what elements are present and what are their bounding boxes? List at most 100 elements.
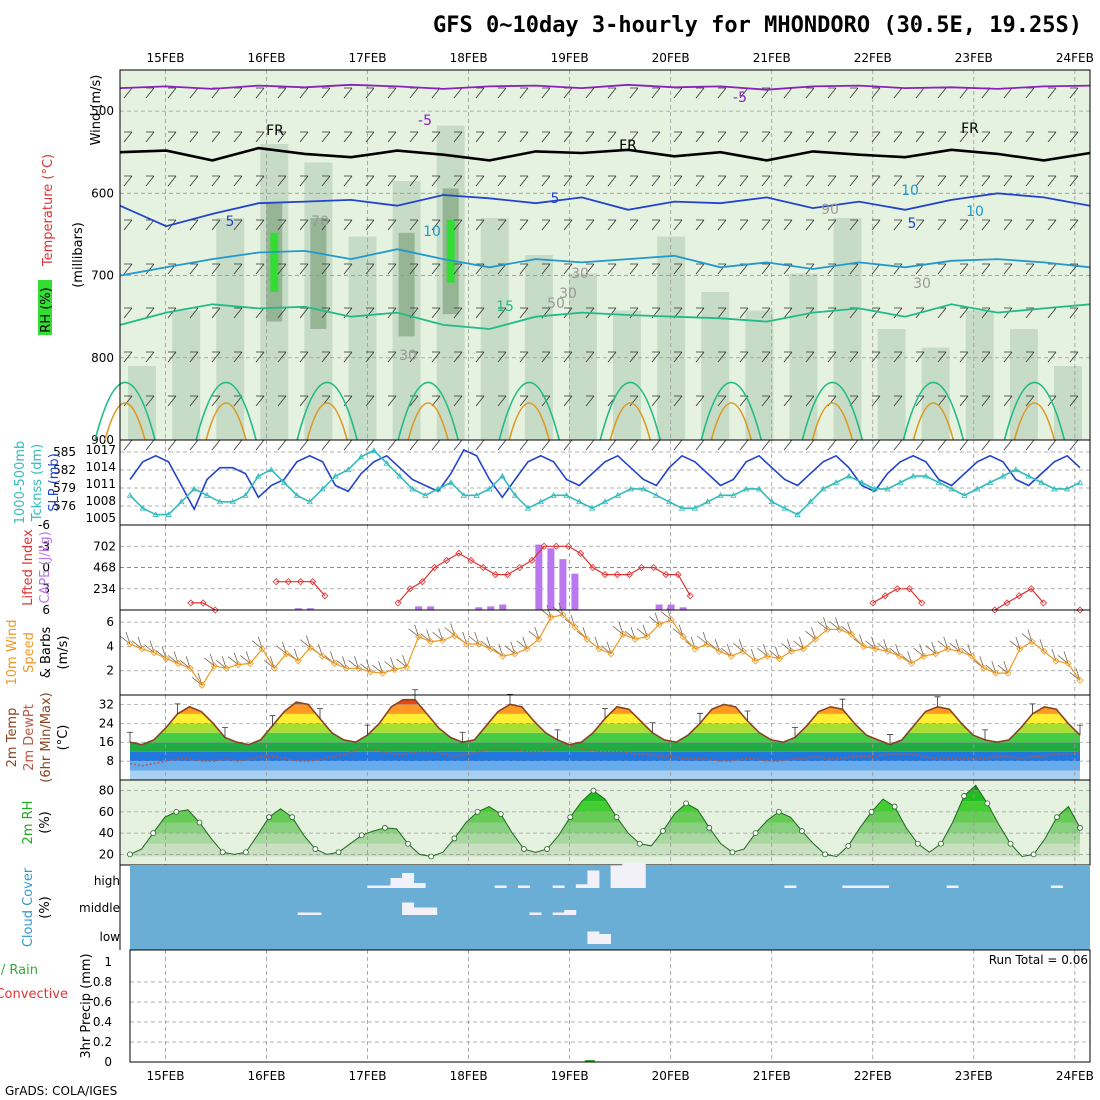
thickness-marker <box>383 459 390 466</box>
thickness-marker <box>1051 485 1058 492</box>
cloud-cell-high <box>402 873 415 888</box>
wind-barb <box>673 263 683 275</box>
wind-barb <box>211 439 221 451</box>
wind-barb <box>893 175 903 187</box>
rh-marker <box>683 800 689 807</box>
wind-barb <box>717 439 727 451</box>
wind-barb <box>629 263 639 275</box>
x-tick-label-bottom: 23FEB <box>955 1069 993 1083</box>
cloud-tick-label: low <box>100 930 121 944</box>
wind-barb <box>233 131 243 143</box>
wind-barb <box>299 131 309 143</box>
isotherm-25 <box>306 402 348 441</box>
wind-barb <box>1003 307 1013 319</box>
thickness-marker <box>974 485 981 492</box>
contour-label: 10 <box>423 224 441 240</box>
thickness-marker <box>511 492 519 498</box>
wind-barb <box>123 131 133 143</box>
wind-marker <box>1064 659 1072 667</box>
wind-barb <box>409 263 419 275</box>
cape-tick-label: 702 <box>93 539 116 553</box>
wind-barb <box>1069 219 1079 231</box>
minmax-whisker <box>1077 724 1083 736</box>
wind-barb <box>321 307 331 319</box>
wind-marker <box>679 633 687 641</box>
cloud-cell-middle <box>529 912 542 915</box>
x-tick-label-bottom: 17FEB <box>349 1069 387 1083</box>
wind-barb <box>277 395 287 407</box>
wind-marker <box>1040 647 1048 655</box>
wind-barb <box>585 263 595 275</box>
panel-temp2m: 32 24 16 8 2m Temp 2m DewPt (6hr Min/Max) (°C) <box>5 689 1091 783</box>
wind-barb <box>1069 439 1079 451</box>
slp-tick-label: 1005 <box>85 511 116 525</box>
wind-barb <box>365 131 375 143</box>
wind-barb <box>255 395 265 407</box>
wind-barb <box>717 263 727 275</box>
wind-barb <box>519 263 529 275</box>
panel-y-label: Cloud Cover <box>21 867 36 947</box>
wind-marker <box>1016 645 1024 653</box>
wind-barb <box>211 175 221 187</box>
wind-barb <box>453 351 463 363</box>
thickness-marker <box>755 485 763 492</box>
lifted-marker <box>991 606 999 614</box>
lifted-marker <box>552 542 560 550</box>
cape-bar <box>655 604 663 610</box>
minmax-whisker <box>744 710 751 721</box>
wind-barb <box>827 307 837 319</box>
wind-barb <box>651 175 661 187</box>
wind-barb <box>211 395 221 407</box>
rh-marker <box>961 793 968 799</box>
rh-column <box>877 329 906 440</box>
wind-barb <box>849 219 859 231</box>
wind-barb <box>849 131 859 143</box>
lifted-index-line <box>191 546 1080 610</box>
wind-barb <box>937 395 947 407</box>
isotherm-25 <box>104 402 146 441</box>
cloud-cell-high <box>378 885 391 888</box>
wind-barb <box>255 439 265 451</box>
wind-barb <box>783 307 793 319</box>
isotherm-20 <box>1003 381 1066 441</box>
wind-marker <box>390 665 399 674</box>
temp-band <box>130 723 1080 733</box>
wind-barb <box>343 263 353 275</box>
thickness-marker <box>345 466 352 473</box>
cape-bar <box>667 604 675 610</box>
wind-marker <box>535 635 543 643</box>
thickness-marker <box>203 492 211 498</box>
wind-barb <box>893 131 903 143</box>
wind-barb <box>783 175 793 187</box>
wind-marker <box>198 681 206 689</box>
isotherm-20 <box>498 381 560 441</box>
rh-marker <box>358 832 365 839</box>
wind-barb <box>981 439 991 451</box>
panel-y-label: (°C) <box>56 725 71 751</box>
wind-barb <box>189 263 199 275</box>
wind-barb <box>761 263 771 275</box>
wind-marker <box>932 650 940 658</box>
wind-barb <box>321 175 331 187</box>
x-tick-label-bottom: 19FEB <box>551 1069 589 1083</box>
cloud-cell-high <box>587 870 600 888</box>
cape-bar <box>547 548 555 610</box>
wind-marker <box>799 645 807 653</box>
lifted-marker <box>601 571 609 579</box>
wind-barb <box>431 351 441 363</box>
wind-barb <box>541 87 551 99</box>
wind-marker <box>980 664 988 672</box>
thickness-marker <box>434 485 442 492</box>
wind-barb <box>739 175 749 187</box>
wind-barb <box>717 175 727 187</box>
wind-barb <box>431 175 441 187</box>
x-tick-label-top: 22FEB <box>854 51 892 65</box>
wind-marker <box>944 645 952 653</box>
panel-y-label: (%) <box>38 896 53 919</box>
wind-barb <box>365 263 375 275</box>
minmax-whisker <box>222 727 228 738</box>
wind-barb <box>673 175 683 187</box>
thickness-marker <box>576 498 583 505</box>
thickness-marker <box>666 498 673 505</box>
rh-column <box>657 236 686 440</box>
